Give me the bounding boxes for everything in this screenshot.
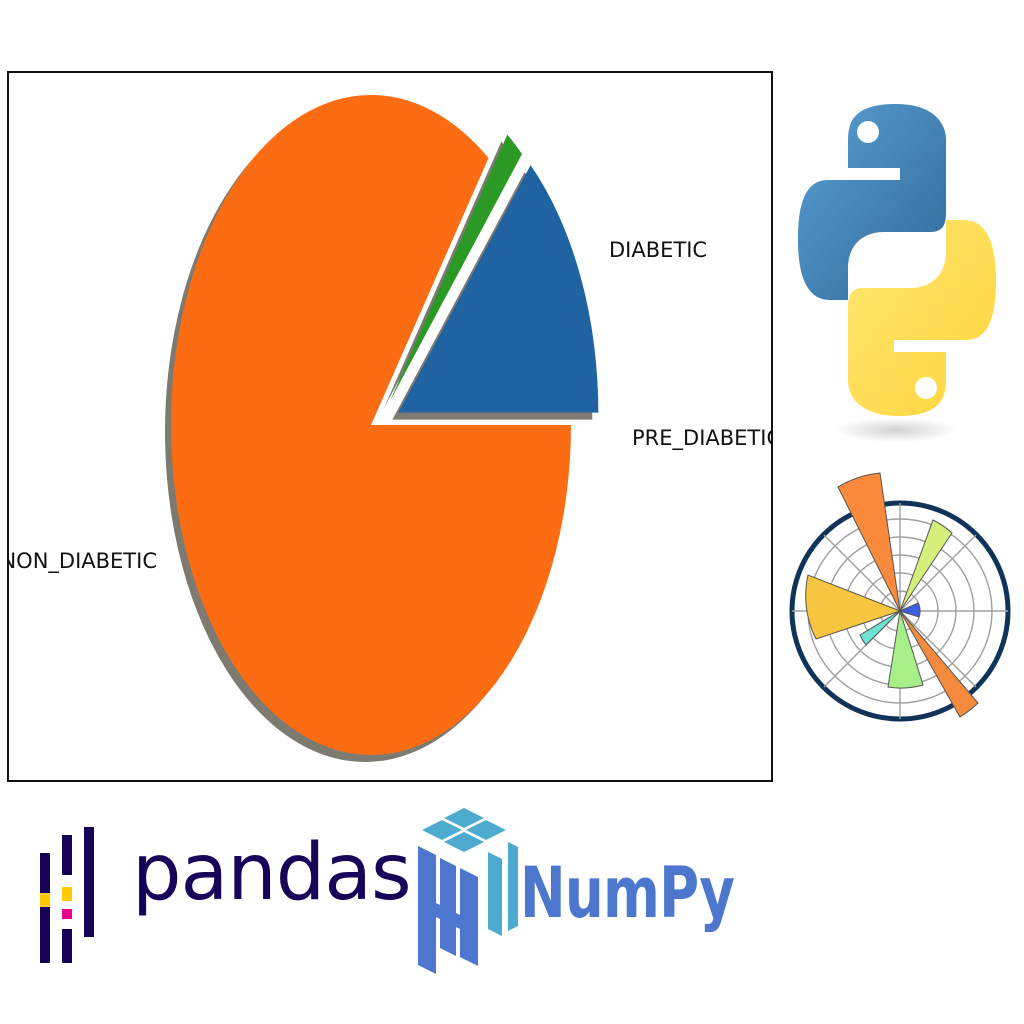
pie-chart-frame: DIABETIC PRE_DIABETIC NON_DIABETIC <box>7 71 773 782</box>
pie-slice-diabetic <box>398 165 599 413</box>
pie-slice-pre-diabetic <box>389 134 523 402</box>
pie-slice-non-diabetic <box>171 94 571 755</box>
pandas-logo-icon <box>40 827 94 963</box>
python-logo-icon <box>798 104 996 442</box>
numpy-wordmark: NumPy <box>520 852 735 934</box>
pie-label-pre-diabetic: PRE_DIABETIC <box>632 426 771 451</box>
numpy-logo-icon <box>418 808 518 974</box>
matplotlib-polar-icon <box>789 472 1011 722</box>
pie-label-diabetic: DIABETIC <box>609 238 707 262</box>
pie-label-non-diabetic: NON_DIABETIC <box>9 549 157 574</box>
pandas-wordmark: pandas <box>132 828 412 918</box>
pie-chart: DIABETIC PRE_DIABETIC NON_DIABETIC <box>9 94 771 762</box>
